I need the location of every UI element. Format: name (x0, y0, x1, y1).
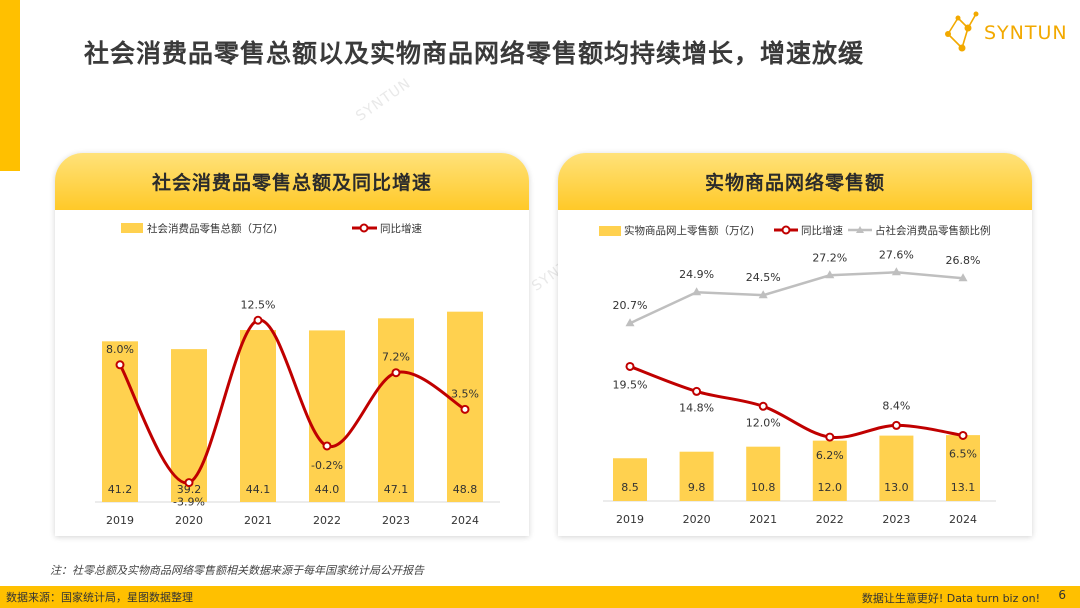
share-point (692, 287, 702, 296)
share-point (625, 318, 635, 327)
left-chart-card: 社会消费品零售总额及同比增速 社会消费品零售总额（万亿) 同比增速 41.2 2019… (55, 153, 529, 536)
bar (746, 446, 781, 501)
share-point (891, 267, 901, 276)
bar-value-label: 13.1 (951, 481, 976, 494)
bar (679, 451, 714, 501)
page-title: 社会消费品零售总额以及实物商品网络零售额均持续增长，增速放缓 (84, 39, 865, 68)
growth-point (625, 361, 635, 371)
bar (240, 330, 276, 502)
growth-value-label: 6.5% (949, 447, 977, 460)
growth-value-label: 3.5% (451, 387, 479, 400)
growth-value-label: 8.4% (882, 399, 910, 412)
x-tick-label: 2023 (882, 513, 910, 526)
bar-value-label: 9.8 (688, 481, 706, 494)
growth-point (253, 315, 263, 325)
syntun-logo-icon (945, 11, 979, 52)
bar-value-label: 12.0 (818, 481, 843, 494)
footnote: 注：社零总额及实物商品网络零售额相关数据来源于每年国家统计局公开报告 (50, 564, 424, 577)
bar (879, 435, 914, 501)
share-value-label: 20.7% (613, 299, 648, 312)
growth-point (184, 478, 194, 488)
legend-marker-share (856, 226, 864, 233)
growth-point (391, 368, 401, 378)
legend-marker-growth (781, 225, 791, 235)
x-tick-label: 2024 (451, 514, 479, 527)
bar (613, 458, 647, 501)
bar-value-label: 48.8 (453, 483, 478, 496)
bar (946, 435, 980, 501)
share-point (825, 270, 835, 279)
page-number: 6 (1058, 588, 1066, 602)
growth-value-label: 7.2% (382, 351, 410, 364)
x-tick-label: 2021 (244, 514, 272, 527)
bar (309, 330, 345, 502)
share-value-label: 24.5% (746, 271, 781, 284)
growth-value-label: -3.9% (173, 496, 205, 509)
growth-point (958, 430, 968, 440)
legend-label-bar: 实物商品网上零售额（万亿) (624, 224, 754, 237)
bar (812, 440, 847, 501)
legend-label-bar: 社会消费品零售总额（万亿) (147, 222, 277, 235)
growth-point (322, 441, 332, 451)
x-tick-label: 2022 (816, 513, 844, 526)
growth-point (115, 360, 125, 370)
growth-value-label: 12.0% (746, 416, 781, 429)
growth-value-label: 8.0% (106, 343, 134, 356)
legend-label-share: 占社会消费品零售额比例 (875, 224, 991, 237)
right-chart: 实物商品网上零售额（万亿) 同比增速 占社会消费品零售额比例 8.5 2019 9.8 20… (599, 224, 996, 526)
bar-value-label: 41.2 (108, 483, 133, 496)
footer-slogan: 数据让生意更好! Data turn biz on! (861, 592, 1040, 605)
x-tick-label: 2021 (749, 513, 777, 526)
x-tick-label: 2023 (382, 514, 410, 527)
watermark: SYNTUN (353, 75, 415, 125)
x-tick-label: 2022 (313, 514, 341, 527)
growth-point (692, 386, 702, 396)
growth-line (629, 365, 964, 440)
share-value-label: 27.2% (812, 251, 847, 264)
growth-value-label: 12.5% (241, 298, 276, 311)
growth-point (891, 420, 901, 430)
growth-point (758, 401, 768, 411)
x-tick-label: 2019 (106, 514, 134, 527)
x-tick-label: 2020 (175, 514, 203, 527)
growth-value-label: -0.2% (311, 459, 343, 472)
bar-value-label: 10.8 (751, 481, 776, 494)
legend-marker-line (359, 223, 369, 233)
share-line (629, 271, 964, 325)
x-tick-label: 2020 (683, 513, 711, 526)
bar-value-label: 13.0 (884, 481, 909, 494)
growth-value-label: 19.5% (613, 378, 648, 391)
bar (378, 318, 414, 502)
x-tick-label: 2019 (616, 513, 644, 526)
bar-value-label: 8.5 (621, 481, 639, 494)
bar-value-label: 39.2 (177, 483, 202, 496)
accent-side-bar (0, 0, 20, 171)
growth-point (460, 404, 470, 414)
left-chart-heading: 社会消费品零售总额及同比增速 (55, 153, 529, 210)
right-chart-card: 实物商品网络零售额 实物商品网上零售额（万亿) 同比增速 占社会消费品零售额比例 8.… (558, 153, 1032, 536)
growth-value-label: 6.2% (816, 449, 844, 462)
legend-label-line: 同比增速 (380, 222, 422, 235)
x-tick-label: 2024 (949, 513, 977, 526)
bar-value-label: 44.1 (246, 483, 271, 496)
share-value-label: 27.6% (879, 248, 914, 261)
growth-point (825, 432, 835, 442)
share-value-label: 26.8% (946, 254, 981, 267)
growth-value-label: 14.8% (679, 401, 714, 414)
right-chart-heading: 实物商品网络零售额 (558, 153, 1032, 210)
footer-source: 数据来源：国家统计局，星图数据整理 (6, 591, 193, 604)
share-value-label: 24.9% (679, 268, 714, 281)
logo-text: SYNTUN (984, 22, 1068, 44)
legend-swatch-bar (599, 226, 621, 236)
legend-label-growth: 同比增速 (801, 224, 843, 237)
left-chart: 社会消费品零售总额（万亿) 同比增速 41.2 2019 39.2 2020 44.1 202… (95, 222, 500, 527)
legend-swatch-bar (121, 223, 143, 233)
share-point (958, 273, 968, 282)
footer-bar: 数据来源：国家统计局，星图数据整理 数据让生意更好! Data turn biz… (0, 586, 1080, 608)
bar-value-label: 44.0 (315, 483, 340, 496)
bar-value-label: 47.1 (384, 483, 409, 496)
share-point (758, 290, 768, 299)
